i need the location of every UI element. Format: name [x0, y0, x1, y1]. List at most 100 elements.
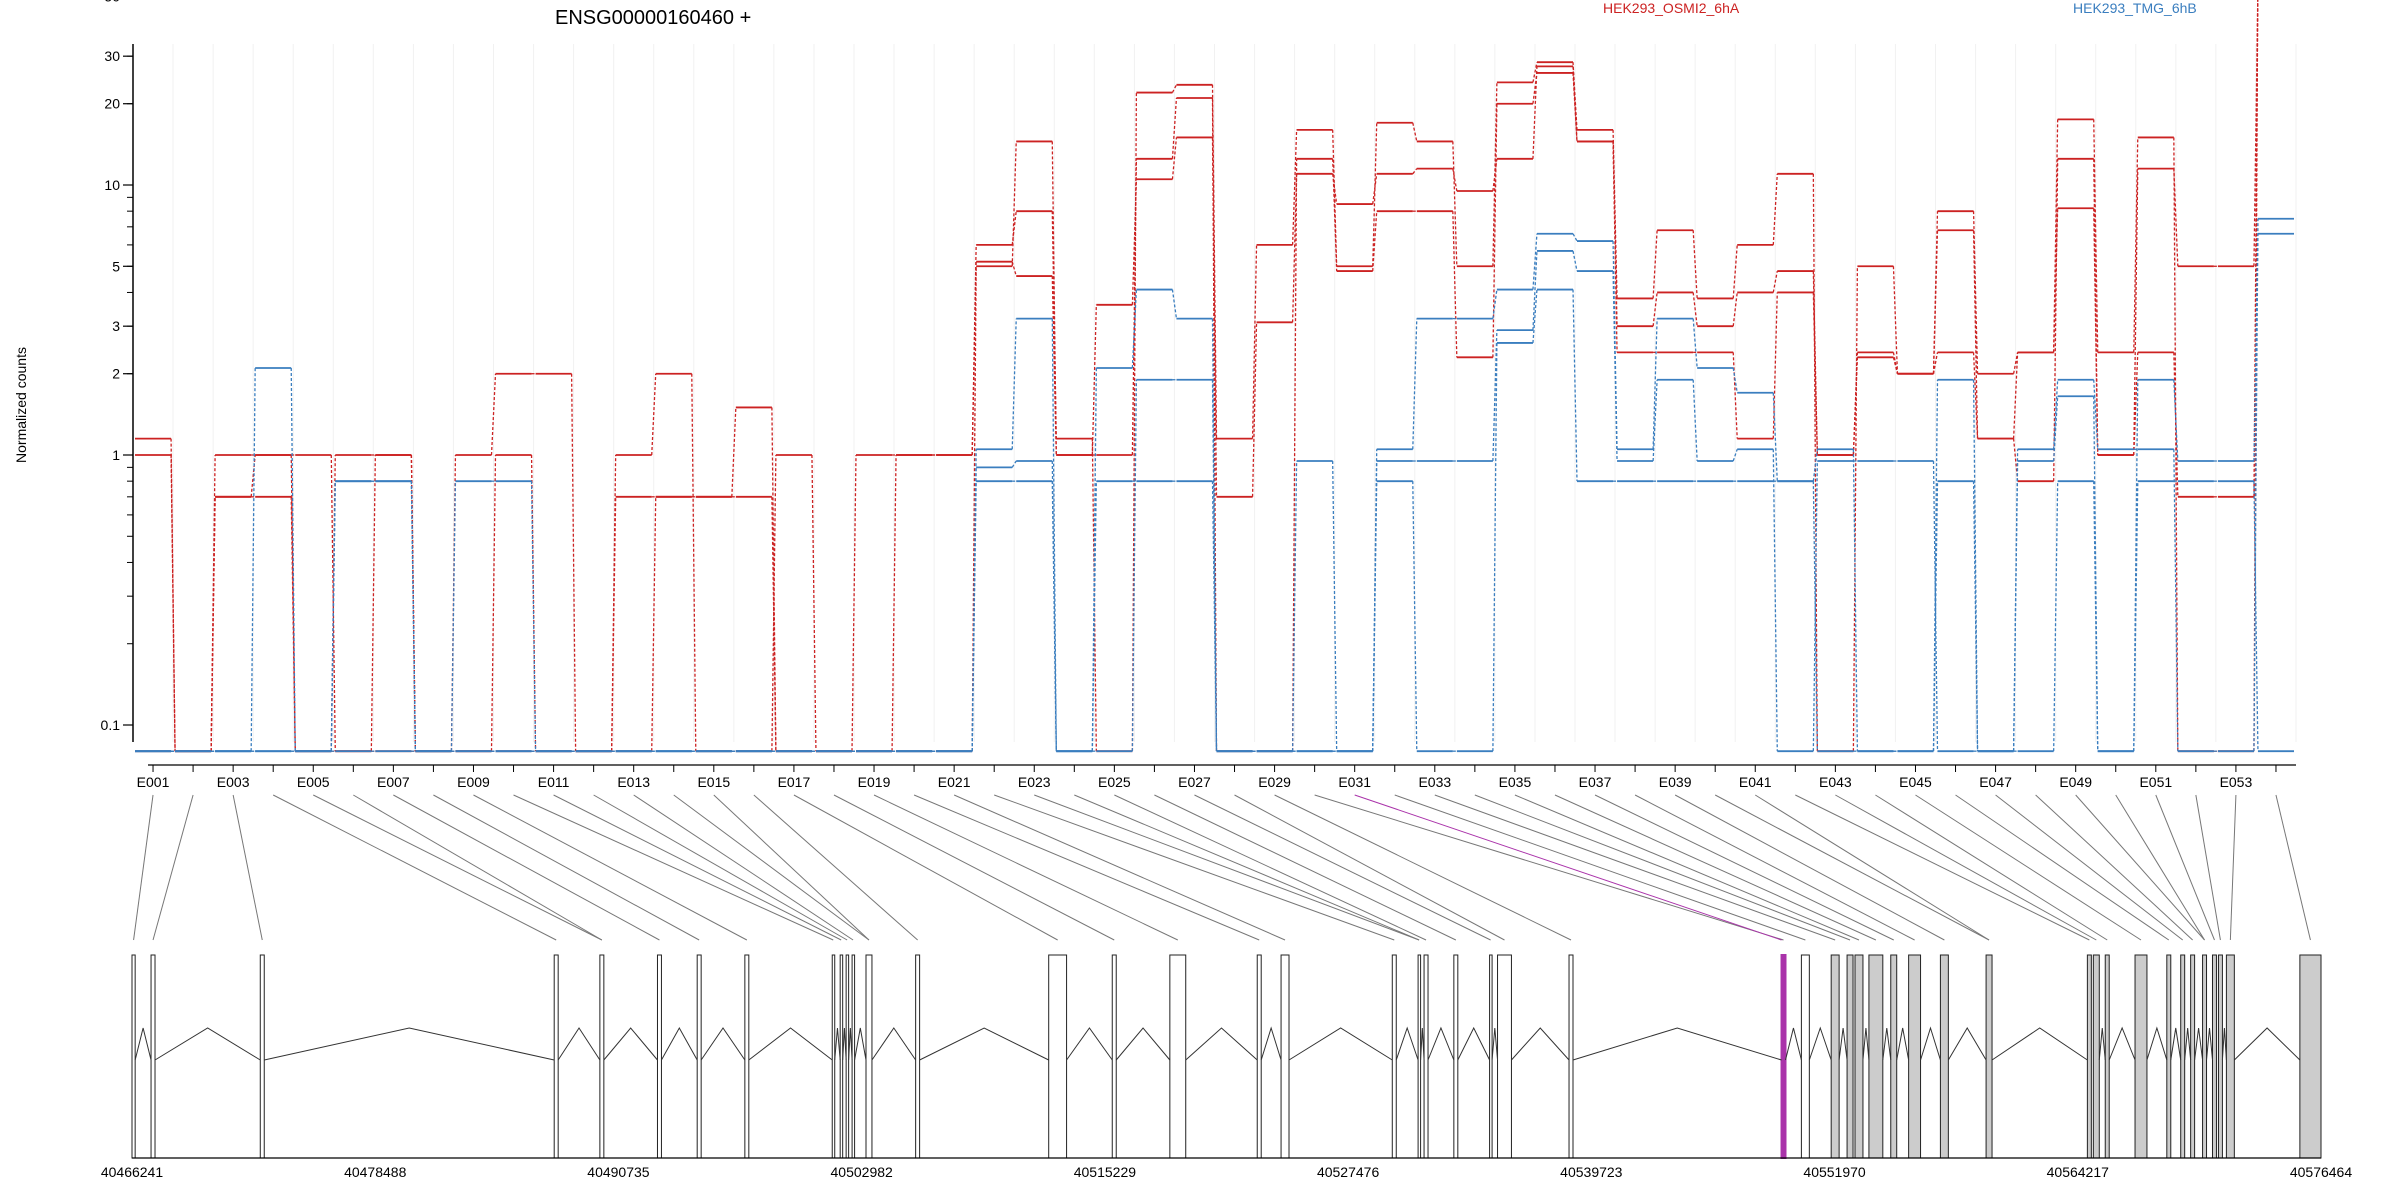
exon-connector	[133, 794, 154, 941]
exon-transition	[1772, 292, 1778, 439]
exon-box	[1048, 954, 1068, 1159]
exon-transition	[1291, 158, 1298, 752]
exon-transition	[1612, 141, 1618, 353]
exon-box	[2166, 954, 2172, 1159]
exon-connector	[1074, 794, 1420, 941]
exon-connector	[793, 794, 1058, 941]
y-tick-label: 2	[112, 366, 120, 382]
exon-label: E033	[1418, 774, 1451, 790]
exon-transition	[1011, 318, 1017, 450]
exon-transition	[1812, 481, 1818, 752]
exon-connector	[513, 794, 834, 941]
exon-transition	[1852, 266, 1859, 752]
genomic-tick-label: 40527476	[1317, 1164, 1380, 1180]
exon-transition	[971, 261, 977, 456]
exon-transition	[2173, 352, 2179, 497]
exon-transition	[1251, 244, 1258, 439]
intron-line	[1862, 1027, 1870, 1061]
exon-transition	[771, 407, 777, 752]
intron-line	[871, 1027, 917, 1061]
exon-transition	[410, 481, 417, 752]
exon-box	[1417, 954, 1422, 1159]
exon-box	[2086, 954, 2092, 1159]
intron-line	[1808, 1026, 1832, 1061]
genomic-tick-label: 40539723	[1560, 1164, 1623, 1180]
exon-connector	[1194, 794, 1491, 941]
intron-line	[2170, 1027, 2182, 1061]
y-tick-label: 50	[104, 0, 120, 4]
exon-box	[2180, 954, 2186, 1159]
exon-connector	[673, 794, 870, 941]
exon-box	[1391, 954, 1397, 1159]
exon-transition	[1652, 230, 1658, 299]
exon-transition	[330, 481, 336, 752]
exon-box	[1111, 954, 1117, 1159]
exon-transition	[1372, 481, 1378, 752]
exon-transition	[1812, 292, 1818, 456]
exon-transition	[1372, 173, 1378, 205]
intron-line	[1896, 1027, 1910, 1061]
exon-transition	[1732, 244, 1738, 299]
exon-transition	[2093, 119, 2099, 353]
exon-connector	[1955, 794, 2170, 941]
exon-transition	[290, 367, 296, 752]
exon-transition	[1732, 449, 1738, 462]
exon-transition	[1772, 173, 1778, 245]
y-axis-label: Normalized counts	[13, 347, 29, 463]
exon-label: E009	[457, 774, 490, 790]
exon-transition	[2253, 218, 2259, 752]
exon-transition	[611, 496, 617, 752]
exon-transition	[1171, 137, 1178, 180]
exon-transition	[170, 454, 176, 752]
genomic-tick-label: 40502982	[831, 1164, 894, 1180]
exon-label: E003	[217, 774, 250, 790]
intron-line	[1947, 1027, 1987, 1061]
highlight-connector	[1354, 794, 1782, 941]
exon-label: E053	[2220, 774, 2253, 790]
exon-box	[131, 954, 136, 1159]
intron-line	[1185, 1027, 1258, 1061]
intron-line	[1066, 1027, 1113, 1061]
exon-transition	[1972, 379, 1979, 752]
exon-box	[2217, 954, 2223, 1159]
exon-transition	[530, 481, 537, 752]
exon-box	[1939, 954, 1949, 1159]
exon-box	[2104, 954, 2110, 1159]
exon-connector	[994, 794, 1395, 941]
exon-transition	[1972, 211, 1979, 374]
exon-label: E047	[1979, 774, 2012, 790]
exon-label: E021	[938, 774, 971, 790]
y-tick-label: 0.1	[101, 717, 121, 733]
exon-transition	[691, 373, 697, 752]
y-tick-label: 5	[112, 258, 120, 274]
exon-box	[2299, 954, 2322, 1159]
intron-line	[134, 1027, 152, 1061]
exon-connector	[393, 794, 660, 941]
exon-transition	[1011, 141, 1017, 267]
intron-line	[2194, 1027, 2204, 1061]
exon-connector	[1034, 794, 1420, 941]
exon-box	[1497, 954, 1512, 1159]
exon-transition	[1772, 449, 1778, 752]
exon-transition	[1932, 230, 1939, 374]
intron-line	[834, 1027, 841, 1061]
exon-box	[1423, 954, 1429, 1159]
exon-transition	[1852, 449, 1859, 752]
exon-label: E001	[137, 774, 170, 790]
y-axis: 0.1 1 2 3 5 10 20 30 50	[101, 0, 134, 742]
exon-transition	[1171, 84, 1178, 93]
intron-line	[748, 1027, 833, 1061]
exon-connector	[1554, 794, 1877, 941]
exon-connector	[433, 794, 700, 941]
exon-transition	[2133, 137, 2139, 353]
exon-connector	[713, 794, 870, 941]
exon-connectors	[133, 794, 2311, 941]
exon-transition	[1372, 211, 1378, 272]
intron-line	[1572, 1027, 1782, 1061]
exon-box	[1908, 954, 1922, 1159]
exon-transition	[1932, 352, 1939, 374]
exon-box	[865, 954, 873, 1159]
exon-transition	[1452, 141, 1458, 267]
intron-line	[1288, 1027, 1393, 1061]
exon-transition	[1131, 179, 1138, 305]
